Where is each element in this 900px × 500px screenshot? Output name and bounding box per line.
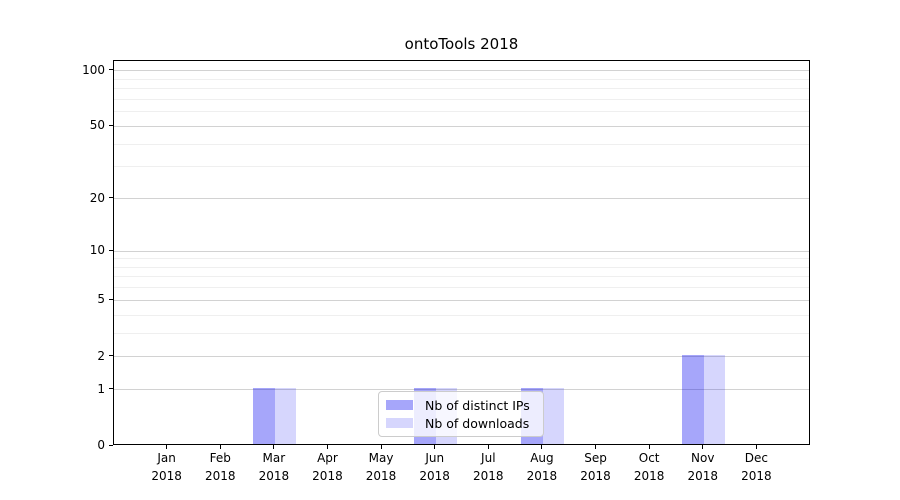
x-tick-year: 2018 (473, 469, 504, 483)
x-tick-month: Feb (209, 451, 231, 465)
x-tick-month: Aug (530, 451, 554, 465)
x-tick-label: Aug 2018 (507, 449, 577, 485)
plot-area (113, 60, 810, 445)
minor-gridline (114, 98, 809, 100)
x-tick-label: Jun 2018 (400, 449, 470, 485)
y-tick-mark (109, 355, 113, 357)
y-tick-label: 50 (89, 118, 105, 133)
bar-mar-distinct-ips (253, 387, 275, 444)
minor-gridline (114, 276, 809, 278)
x-tick-mark (434, 445, 436, 449)
x-tick-year: 2018 (741, 469, 772, 483)
y-tick-label: 5 (97, 292, 105, 307)
x-tick-month: Jul (481, 451, 496, 465)
y-tick-mark (109, 124, 113, 126)
x-tick-year: 2018 (687, 469, 719, 483)
minor-gridline (114, 88, 809, 90)
x-tick-year: 2018 (580, 469, 611, 483)
x-tick-month: May (368, 451, 394, 465)
major-gridline (114, 125, 809, 127)
x-tick-month: Jan (157, 451, 176, 465)
x-tick-month: Jun (425, 451, 445, 465)
x-tick-year: 2018 (419, 469, 450, 483)
x-tick-year: 2018 (633, 469, 665, 483)
x-tick-label: Jul 2018 (453, 449, 523, 485)
y-tick-label: 1 (97, 381, 105, 396)
minor-gridline (114, 258, 809, 260)
x-tick-label: Apr 2018 (292, 449, 362, 485)
y-tick-label: 0 (97, 438, 105, 452)
x-tick-month: Apr (317, 451, 338, 465)
x-tick-month: Oct (638, 451, 660, 465)
x-tick-mark (273, 445, 275, 449)
x-tick-year: 2018 (365, 469, 397, 483)
x-tick-label: Dec 2018 (721, 449, 791, 485)
x-tick-mark (595, 445, 597, 449)
minor-gridline (114, 111, 809, 113)
legend-item-distinct-ips: Nb of distinct IPs (386, 398, 536, 413)
bar-nov-downloads (703, 354, 726, 444)
y-tick-mark (109, 444, 113, 446)
x-tick-mark (755, 445, 757, 449)
x-tick-label: Jan 2018 (132, 449, 202, 485)
y-tick-mark (109, 388, 113, 390)
y-tick-mark (109, 298, 113, 300)
x-tick-label: Mar 2018 (239, 449, 309, 485)
x-tick-month: Mar (262, 451, 286, 465)
y-tick-label: 100 (82, 62, 105, 77)
major-gridline (114, 70, 809, 72)
major-gridline (114, 356, 809, 358)
legend: Nb of distinct IPs Nb of downloads (378, 391, 544, 437)
y-tick-mark (109, 249, 113, 251)
x-tick-month: Sep (584, 451, 607, 465)
x-tick-label: Nov 2018 (668, 449, 738, 485)
minor-gridline (114, 287, 809, 289)
chart-title: ontoTools 2018 (404, 35, 519, 53)
x-tick-label: May 2018 (346, 449, 416, 485)
legend-label-distinct-ips: Nb of distinct IPs (425, 397, 530, 413)
major-gridline (114, 299, 809, 301)
y-tick-mark (109, 197, 113, 198)
y-tick-label: 20 (89, 190, 105, 205)
y-tick-label: 10 (89, 243, 105, 258)
x-tick-year: 2018 (151, 469, 182, 483)
x-tick-mark (326, 445, 328, 449)
legend-item-downloads: Nb of downloads (386, 416, 536, 431)
y-tick-mark (109, 69, 113, 71)
legend-label-downloads: Nb of downloads (425, 415, 530, 431)
x-tick-mark (219, 445, 221, 449)
x-tick-label: Oct 2018 (614, 449, 684, 485)
x-tick-mark (648, 445, 650, 449)
major-gridline (114, 250, 809, 252)
bar-aug-downloads (542, 387, 565, 444)
x-tick-year: 2018 (526, 469, 558, 483)
major-gridline (114, 389, 809, 391)
minor-gridline (114, 166, 809, 168)
major-gridline (114, 198, 809, 199)
x-tick-mark (166, 445, 168, 449)
bar-mar-downloads (274, 387, 297, 444)
x-tick-month: Nov (691, 451, 715, 465)
legend-swatch-downloads-icon (386, 418, 413, 428)
legend-swatch-distinct-ips-icon (386, 400, 413, 410)
x-tick-mark (487, 445, 489, 449)
minor-gridline (114, 78, 809, 80)
minor-gridline (114, 143, 809, 145)
x-tick-year: 2018 (312, 469, 343, 483)
x-tick-mark (702, 445, 704, 449)
minor-gridline (114, 314, 809, 316)
x-tick-year: 2018 (258, 469, 290, 483)
x-tick-mark (380, 445, 382, 449)
minor-gridline (114, 266, 809, 268)
x-tick-month: Dec (744, 451, 768, 465)
x-tick-year: 2018 (204, 469, 236, 483)
minor-gridline (114, 332, 809, 334)
x-tick-label: Feb 2018 (185, 449, 255, 485)
x-tick-mark (541, 445, 543, 449)
bar-nov-distinct-ips (682, 354, 704, 444)
x-tick-label: Sep 2018 (561, 449, 631, 485)
y-tick-label: 2 (97, 348, 105, 363)
